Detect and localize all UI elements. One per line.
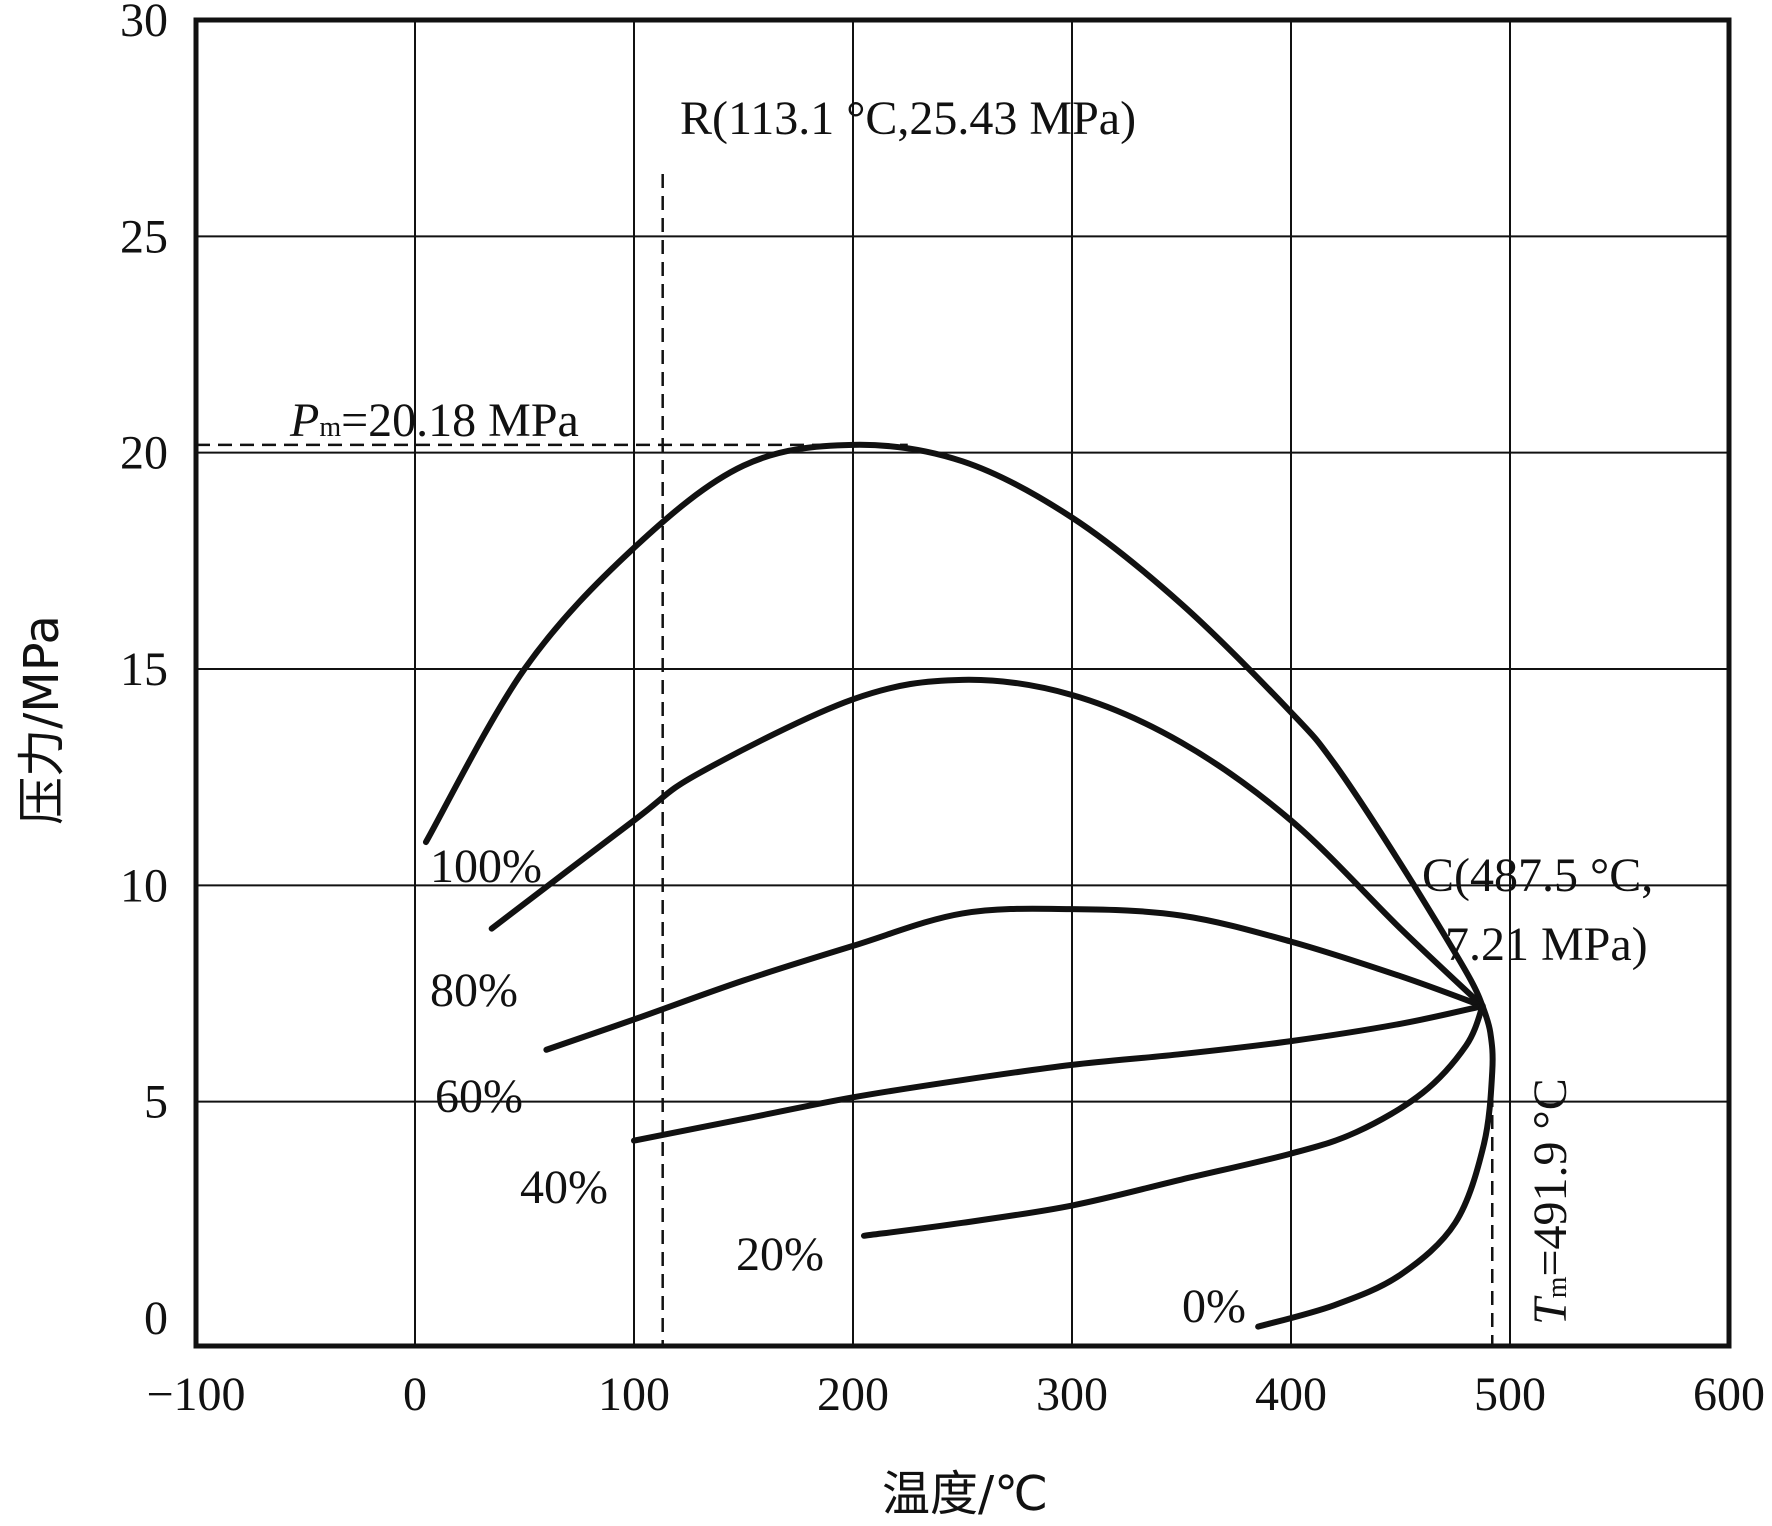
series-label-4: 20% [736,1228,824,1281]
series-label-2: 60% [435,1070,523,1123]
annotation-C-line2: 7.21 MPa) [1445,918,1648,971]
annotation-Tm-value: =491.9 °C [1524,1078,1577,1276]
annotation-R: R(113.1 °C,25.43 MPa) [680,92,1136,145]
x-tick-label-5: 400 [1255,1368,1327,1421]
annotation-Pm-symbol: P [289,394,319,447]
series-line-1 [488,676,1486,1010]
series-label-5: 0% [1182,1280,1246,1333]
y-tick-labels: 0 5 10 15 20 25 30 [120,0,168,1345]
annotation-Pm-value: =20.18 MPa [341,394,579,447]
y-tick-label-1: 5 [144,1076,168,1129]
x-tick-label-7: 600 [1693,1368,1765,1421]
annotation-Pm: Pm=20.18 MPa [289,394,579,447]
plot-frame [193,17,1732,1349]
annotation-C-line1: C(487.5 °C, [1422,849,1653,902]
series-labels: 100% 80% 60% 40% 20% 0% [430,840,1246,1333]
x-axis-title: 温度/℃ [882,1466,1048,1522]
annotation-Tm-symbol: T [1524,1295,1577,1325]
annotation-Tm-subscript: m [1542,1276,1573,1298]
y-axis-title: 压力/MPa [14,615,70,825]
x-tick-label-4: 300 [1036,1368,1108,1421]
series-line-4 [860,1003,1486,1239]
grid-lines [196,20,1729,1346]
series-line-5 [1255,1003,1496,1330]
series-line-0 [422,441,1486,1010]
x-tick-label-6: 500 [1474,1368,1546,1421]
series-label-3: 40% [520,1161,608,1214]
series-label-0: 100% [430,840,542,893]
x-tick-label-2: 100 [598,1368,670,1421]
x-tick-label-0: −100 [146,1368,245,1421]
reference-lines [196,174,1494,1346]
series-lines [422,441,1496,1330]
y-tick-label-2: 10 [120,859,168,912]
series-line-2 [543,905,1486,1053]
annotation-Tm: Tm=491.9 °C [1524,1078,1577,1325]
annotation-Pm-subscript: m [319,412,341,443]
y-tick-label-6: 30 [120,0,168,47]
y-tick-label-5: 25 [120,210,168,263]
y-tick-label-0: 0 [144,1292,168,1345]
series-label-1: 80% [430,964,518,1017]
y-tick-label-4: 20 [120,427,168,480]
series-line-3 [631,1003,1486,1144]
x-tick-labels: −100 0 100 200 300 400 500 600 [146,1368,1765,1421]
x-tick-label-1: 0 [403,1368,427,1421]
y-tick-label-3: 15 [120,643,168,696]
x-tick-label-3: 200 [817,1368,889,1421]
